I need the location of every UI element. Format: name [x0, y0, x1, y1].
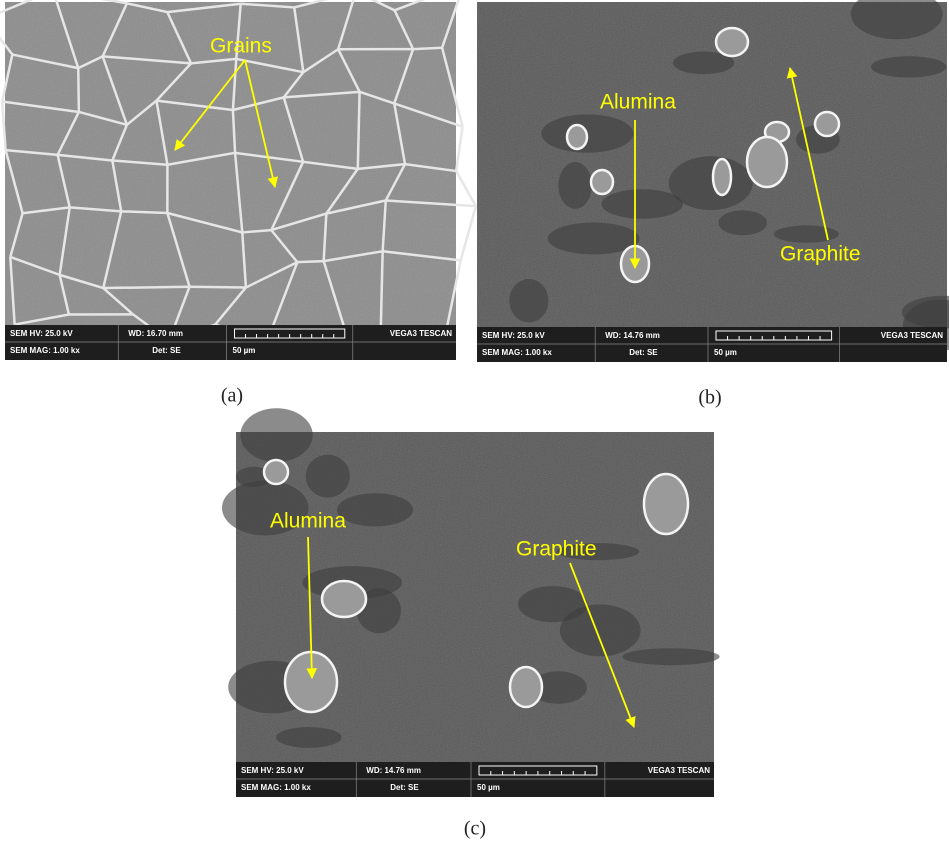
dark-region: [871, 56, 946, 77]
dark-region: [669, 156, 753, 210]
particle: [644, 474, 688, 534]
particle: [591, 170, 613, 194]
info-wd: WD: 14.76 mm: [605, 331, 660, 340]
dark-region: [509, 279, 548, 323]
dark-region: [240, 408, 312, 462]
page: {"panels": [ {"caption": "(a)", "labels"…: [0, 0, 949, 842]
grain-boundary: [456, 127, 462, 171]
dark-region: [718, 210, 767, 235]
info-det: Det: SE: [390, 783, 419, 792]
particle: [322, 581, 366, 617]
info-mag: SEM MAG: 1.00 kx: [10, 346, 80, 355]
grain-boundary: [456, 171, 476, 206]
dark-region: [306, 455, 350, 498]
info-vendor: VEGA3 TESCAN: [390, 329, 452, 338]
grain-boundary: [461, 206, 476, 260]
panel-caption: (c): [464, 818, 486, 840]
particle: [567, 125, 587, 149]
grain-boundary: [121, 211, 167, 213]
dark-region: [558, 162, 592, 209]
figure: SEM HV: 25.0 kVWD: 16.70 mmVEGA3 TESCANS…: [0, 0, 949, 842]
particle: [747, 137, 787, 187]
info-hv: SEM HV: 25.0 kV: [482, 331, 545, 340]
info-scale: 50 µm: [477, 783, 500, 792]
info-scale: 50 µm: [714, 348, 737, 357]
info-hv: SEM HV: 25.0 kV: [10, 329, 73, 338]
dark-region: [276, 727, 342, 748]
grain-boundary: [78, 68, 79, 112]
info-scale: 50 µm: [233, 346, 256, 355]
phase-label: Graphite: [516, 538, 597, 561]
grain-boundary: [190, 287, 246, 288]
particle: [815, 112, 839, 136]
info-vendor: VEGA3 TESCAN: [881, 331, 943, 340]
dark-region: [601, 189, 682, 218]
particle: [264, 460, 288, 484]
sem-panel: SEM HV: 25.0 kV WD: 14.76 mm VEGA3 TESCAN S…: [222, 408, 720, 797]
info-det: Det: SE: [152, 346, 181, 355]
sem-panel: SEM HV: 25.0 kV WD: 16.70 mm VEGA3 TESCAN S…: [0, 0, 476, 360]
info-wd: WD: 16.70 mm: [128, 329, 183, 338]
info-hv: SEM HV: 25.0 kV: [241, 766, 304, 775]
grain-boundary: [413, 48, 442, 49]
info-mag: SEM MAG: 1.00 kx: [241, 783, 311, 792]
panel-caption: (b): [698, 387, 721, 409]
grain-boundary: [103, 287, 189, 288]
phase-label: Alumina: [600, 91, 676, 114]
panel-caption: (a): [221, 385, 243, 407]
sem-panel: SEM HV: 25.0 kV WD: 14.76 mm VEGA3 TESCAN S…: [477, 0, 949, 362]
info-det: Det: SE: [629, 348, 658, 357]
dark-region: [337, 493, 413, 526]
phase-label: Alumina: [270, 510, 346, 533]
particle: [716, 28, 748, 56]
particle: [713, 159, 731, 195]
grain-boundary: [297, 261, 323, 262]
dark-region: [622, 648, 719, 665]
particle: [510, 667, 542, 707]
info-mag: SEM MAG: 1.00 kx: [482, 348, 552, 357]
phase-label: Graphite: [780, 243, 861, 266]
phase-label: Grains: [210, 35, 272, 58]
dark-region: [774, 225, 839, 242]
dark-region: [560, 604, 641, 656]
info-vendor: VEGA3 TESCAN: [648, 766, 710, 775]
info-wd: WD: 14.76 mm: [366, 766, 421, 775]
